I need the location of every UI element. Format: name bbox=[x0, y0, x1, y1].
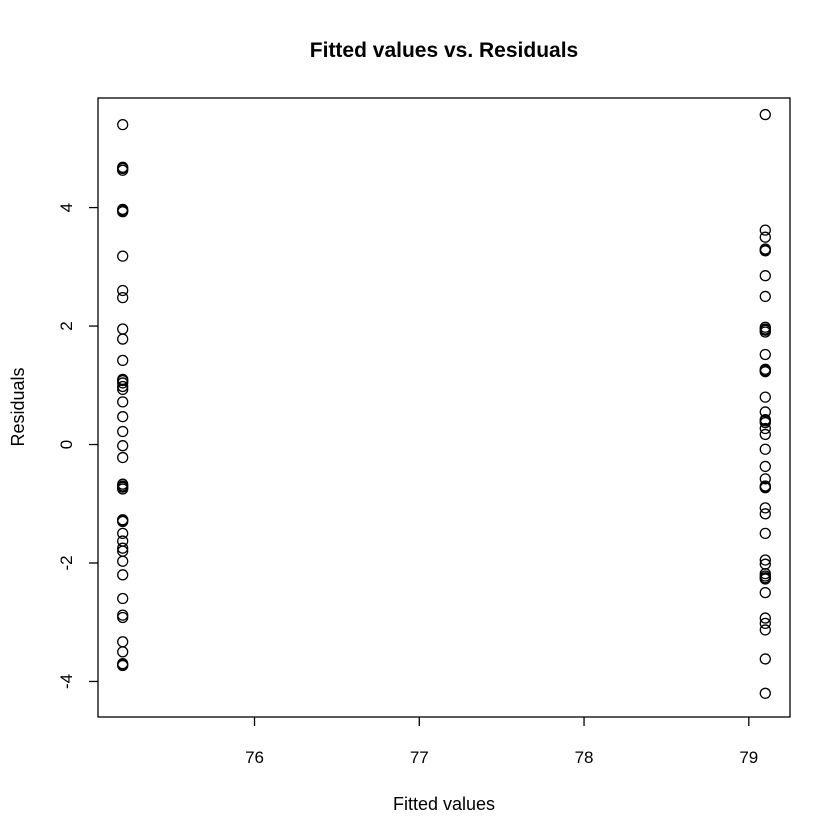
scatter-point bbox=[759, 612, 771, 624]
y-tick-label: -4 bbox=[57, 674, 76, 689]
scatter-point bbox=[117, 291, 129, 304]
scatter-point bbox=[117, 609, 129, 621]
scatter-point bbox=[759, 480, 771, 492]
scatter-point bbox=[759, 687, 771, 699]
scatter-point bbox=[117, 425, 129, 438]
scatter-point bbox=[759, 391, 771, 403]
scatter-point bbox=[117, 250, 129, 262]
chart-title: Fitted values vs. Residuals bbox=[310, 39, 578, 62]
data-points bbox=[117, 108, 771, 699]
x-tick-label: 76 bbox=[245, 748, 264, 767]
y-tick-label: -2 bbox=[57, 555, 76, 570]
scatter-point bbox=[759, 502, 771, 514]
scatter-point bbox=[117, 451, 129, 464]
scatter-point bbox=[117, 380, 129, 393]
scatter-point bbox=[117, 527, 129, 540]
scatter-point bbox=[117, 284, 129, 297]
scatter-point bbox=[759, 270, 771, 282]
scatter-point bbox=[759, 224, 771, 236]
x-tick-label: 79 bbox=[739, 748, 758, 767]
x-tick-label: 78 bbox=[575, 748, 594, 767]
scatter-point bbox=[759, 460, 771, 473]
scatter-point bbox=[759, 348, 771, 361]
scatter-point bbox=[117, 542, 129, 554]
y-tick-label: 0 bbox=[57, 440, 76, 449]
x-axis: 76 77 78 79 bbox=[245, 717, 758, 767]
scatter-point bbox=[117, 592, 129, 605]
plot-frame bbox=[97, 97, 791, 718]
scatter-point bbox=[117, 204, 129, 217]
scatter-point bbox=[759, 624, 771, 636]
scatter-point bbox=[117, 636, 129, 648]
scatter-point bbox=[117, 646, 129, 658]
scatter-point bbox=[117, 440, 129, 452]
y-axis: -4 -2 0 2 4 bbox=[57, 203, 98, 689]
scatter-point bbox=[759, 443, 771, 455]
scatter-point bbox=[759, 364, 771, 377]
scatter-point bbox=[117, 396, 129, 408]
scatter-point bbox=[759, 508, 771, 520]
scatter-point bbox=[759, 554, 771, 566]
scatter-point bbox=[117, 377, 129, 389]
scatter-point bbox=[117, 162, 129, 175]
scatter-point bbox=[759, 422, 771, 435]
scatter-point bbox=[117, 611, 129, 624]
scatter-point bbox=[117, 354, 129, 367]
scatter-point bbox=[117, 514, 129, 526]
scatter-point bbox=[759, 428, 771, 441]
scatter-point bbox=[117, 555, 129, 567]
x-axis-label: Fitted values bbox=[393, 794, 495, 814]
scatter-point bbox=[759, 586, 771, 599]
scatter-point bbox=[117, 659, 129, 671]
scatter-point bbox=[759, 617, 771, 630]
scatter-point bbox=[117, 119, 129, 131]
scatter-point bbox=[117, 333, 129, 345]
scatter-point bbox=[759, 231, 771, 243]
scatter-point bbox=[759, 108, 771, 121]
scatter-point bbox=[759, 653, 771, 665]
scatter-point bbox=[117, 323, 129, 335]
scatter-point bbox=[759, 572, 771, 584]
y-axis-label: Residuals bbox=[8, 367, 28, 446]
y-tick-label: 2 bbox=[57, 321, 76, 330]
scatter-point bbox=[759, 473, 771, 485]
scatter-point bbox=[759, 406, 771, 418]
x-tick-label: 77 bbox=[410, 748, 429, 767]
scatter-point bbox=[759, 527, 771, 540]
scatter-point bbox=[117, 411, 129, 423]
scatter-point bbox=[759, 415, 771, 427]
scatter-point bbox=[117, 483, 129, 495]
scatter-point bbox=[117, 569, 129, 581]
scatter-point bbox=[759, 290, 771, 303]
scatter-point bbox=[117, 480, 129, 492]
scatter-point bbox=[117, 373, 129, 386]
scatter-point bbox=[759, 324, 771, 336]
scatter-point bbox=[759, 244, 771, 256]
y-tick-label: 4 bbox=[57, 203, 76, 212]
